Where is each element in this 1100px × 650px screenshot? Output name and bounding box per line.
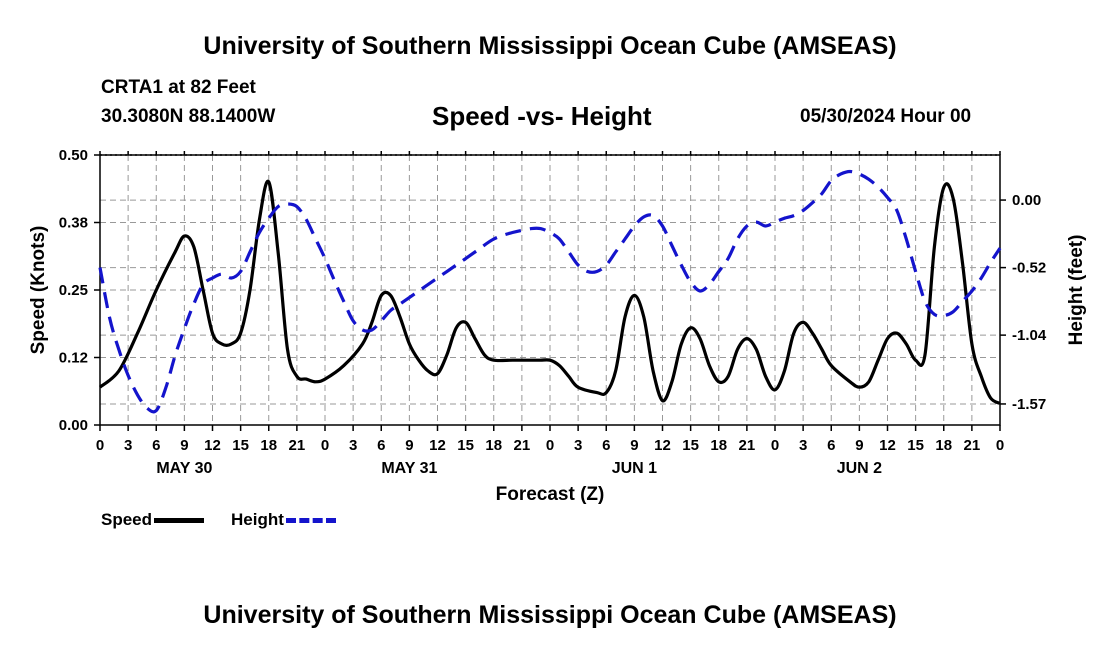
y-right-tick-label: 0.00 — [1012, 192, 1041, 209]
chart-axes: 0 3 6 9 12 15 18 21 0 3 6 9 12 15 18 21 0 3 6 9 12 15 18 21 0 3 6 9… — [59, 147, 1047, 477]
x-tick-label: 18 — [485, 437, 502, 454]
chart-title: Speed -vs- Height — [432, 101, 652, 131]
x-tick-label: 18 — [935, 437, 952, 454]
x-axis-label: Forecast (Z) — [496, 484, 605, 505]
x-tick-label: 6 — [152, 437, 160, 454]
forecast-date-hour: 05/30/2024 Hour 00 — [800, 106, 972, 127]
x-day-label: JUN 2 — [837, 460, 882, 477]
x-tick-label: 6 — [602, 437, 610, 454]
series-line-speed — [98, 179, 1001, 405]
x-tick-label: 0 — [771, 437, 779, 454]
x-tick-label: 0 — [996, 437, 1004, 454]
x-tick-label: 12 — [204, 437, 221, 454]
x-tick-label: 21 — [289, 437, 306, 454]
x-tick-label: 12 — [429, 437, 446, 454]
x-day-label: JUN 1 — [612, 460, 657, 477]
y-right-tick-label: -0.52 — [1012, 260, 1046, 277]
x-tick-label: 3 — [574, 437, 582, 454]
x-tick-label: 12 — [654, 437, 671, 454]
legend-item-height: Height — [231, 510, 336, 530]
x-tick-label: 3 — [349, 437, 357, 454]
x-day-label: MAY 31 — [381, 460, 437, 477]
x-tick-label: 3 — [124, 437, 132, 454]
x-tick-label: 0 — [546, 437, 554, 454]
legend-height-label: Height — [231, 510, 284, 529]
legend-height-swatch — [285, 517, 336, 523]
x-tick-label: 21 — [739, 437, 756, 454]
y-axis-left-label: Speed (Knots) — [28, 226, 49, 355]
x-tick-label: 3 — [799, 437, 807, 454]
x-tick-label: 18 — [710, 437, 727, 454]
page-footer-title: University of Southern Mississippi Ocean… — [203, 601, 897, 629]
x-tick-label: 6 — [827, 437, 835, 454]
x-tick-label: 9 — [180, 437, 188, 454]
y-left-tick-label: 0.12 — [59, 350, 88, 367]
page-header-title: University of Southern Mississippi Ocean… — [203, 32, 897, 60]
x-tick-label: 9 — [405, 437, 413, 454]
x-tick-label: 21 — [964, 437, 981, 454]
legend-speed-label: Speed — [101, 510, 153, 529]
x-tick-label: 15 — [682, 437, 699, 454]
y-left-tick-label: 0.00 — [59, 417, 88, 434]
x-tick-label: 9 — [630, 437, 638, 454]
series-line-height — [98, 169, 1002, 414]
x-tick-label: 15 — [907, 437, 924, 454]
x-tick-label: 15 — [232, 437, 249, 454]
x-tick-label: 21 — [514, 437, 531, 454]
station-name: CRTA1 at 82 Feet — [101, 77, 256, 98]
legend-item-speed: Speed — [101, 510, 205, 530]
legend-speed-swatch — [154, 517, 205, 523]
x-tick-label: 0 — [321, 437, 329, 454]
x-tick-label: 0 — [96, 437, 104, 454]
x-tick-label: 6 — [377, 437, 385, 454]
y-left-tick-label: 0.25 — [59, 282, 88, 299]
chart-series — [98, 169, 1002, 414]
y-left-tick-label: 0.38 — [59, 215, 88, 232]
y-axis-right-label: Height (feet) — [1066, 235, 1087, 346]
x-tick-label: 15 — [457, 437, 474, 454]
y-left-tick-label: 0.50 — [59, 147, 88, 164]
y-right-tick-label: -1.04 — [1012, 327, 1047, 344]
x-tick-label: 12 — [879, 437, 896, 454]
y-right-tick-label: -1.57 — [1012, 396, 1046, 413]
x-tick-label: 18 — [260, 437, 277, 454]
x-tick-label: 9 — [855, 437, 863, 454]
station-coordinates: 30.3080N 88.1400W — [101, 106, 276, 127]
x-day-label: MAY 30 — [156, 460, 212, 477]
